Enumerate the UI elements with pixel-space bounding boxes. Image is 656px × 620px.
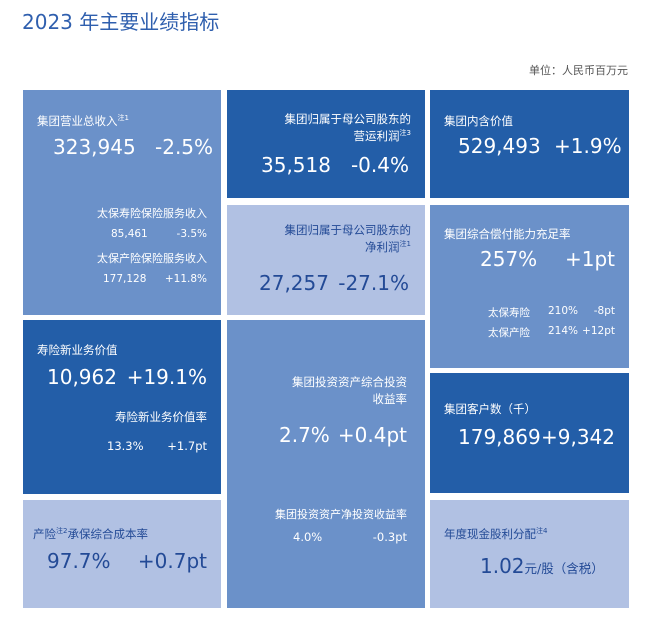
combined-ratio-note: 注2 — [56, 527, 68, 536]
nbv-label: 寿险新业务价值 — [37, 343, 118, 357]
life-insurance-revenue-change: -3.5% — [176, 228, 207, 240]
customers-label: 集团客户数（千） — [444, 402, 536, 416]
nbv-margin-change: +1.7pt — [167, 439, 207, 453]
tile-net-profit: 集团归属于母公司股东的 净利润注1 27,257 -27.1% — [227, 205, 425, 315]
tile-solvency: 集团综合偿付能力充足率 257% +1pt 太保寿险 210% -8pt 太保产… — [430, 205, 629, 368]
net-profit-note: 注1 — [399, 240, 411, 249]
combined-ratio-change: +0.7pt — [137, 549, 207, 573]
pc-insurance-revenue-label: 太保产险保险服务收入 — [97, 252, 207, 265]
tile-revenue: 集团营业总收入注1 323,945 -2.5% 太保寿险保险服务收入 85,46… — [23, 90, 221, 315]
investment-change: +0.4pt — [337, 423, 407, 447]
solvency-life-change: -8pt — [593, 305, 615, 317]
revenue-note: 注1 — [117, 114, 129, 123]
pc-insurance-revenue-change: +11.8% — [164, 273, 207, 285]
tile-combined-ratio: 产险注2承保综合成本率 97.7% +0.7pt — [23, 500, 221, 608]
net-profit-change: -27.1% — [338, 271, 409, 295]
nbv-margin-value: 13.3% — [107, 439, 144, 453]
net-profit-value: 27,257 — [259, 271, 329, 295]
net-investment-value: 4.0% — [293, 530, 323, 544]
tile-embedded-value: 集团内含价值 529,493 +1.9% — [430, 90, 629, 198]
embedded-value-value: 529,493 — [458, 134, 541, 158]
embedded-value-change: +1.9% — [554, 134, 622, 158]
net-investment-label: 集团投资资产净投资收益率 — [275, 508, 407, 521]
solvency-life-value: 210% — [548, 305, 579, 317]
dividend-unit: 元/股（含税） — [524, 561, 604, 576]
nbv-value: 10,962 — [47, 365, 117, 389]
tile-dividend: 年度现金股利分配注4 1.02元/股（含税） — [430, 500, 629, 608]
operating-profit-note: 注3 — [399, 129, 411, 138]
solvency-change: +1pt — [564, 247, 615, 271]
investment-label: 集团投资资产综合投资 收益率 — [292, 375, 407, 406]
investment-value: 2.7% — [279, 423, 330, 447]
life-insurance-revenue-value: 85,461 — [111, 228, 148, 240]
page-title: 2023 年主要业绩指标 — [22, 10, 220, 34]
operating-profit-change: -0.4% — [350, 153, 409, 177]
net-investment-change: -0.3pt — [372, 530, 407, 544]
net-profit-label: 集团归属于母公司股东的 净利润注1 — [284, 223, 412, 254]
operating-profit-label: 集团归属于母公司股东的 营运利润注3 — [284, 112, 412, 143]
tile-customers: 集团客户数（千） 179,869 +9,342 — [430, 373, 629, 493]
pc-insurance-revenue-value: 177,128 — [103, 273, 147, 285]
unit-note: 单位：人民币百万元 — [529, 64, 628, 77]
embedded-value-label: 集团内含价值 — [444, 114, 513, 128]
tile-new-business-value: 寿险新业务价值 10,962 +19.1% 寿险新业务价值率 13.3% +1.… — [23, 320, 221, 494]
life-insurance-revenue-label: 太保寿险保险服务收入 — [97, 207, 207, 220]
customers-value: 179,869 — [458, 425, 541, 449]
nbv-margin-label: 寿险新业务价值率 — [115, 410, 207, 424]
solvency-pc-change: +12pt — [582, 325, 615, 337]
solvency-label: 集团综合偿付能力充足率 — [444, 227, 571, 241]
solvency-life-label: 太保寿险 — [488, 307, 530, 319]
dividend-value: 1.02元/股（含税） — [480, 554, 604, 578]
solvency-pc-value: 214% — [548, 325, 579, 337]
revenue-change: -2.5% — [155, 135, 214, 159]
revenue-value: 323,945 — [53, 135, 136, 159]
tile-operating-profit: 集团归属于母公司股东的 营运利润注3 35,518 -0.4% — [227, 90, 425, 198]
dividend-note: 注4 — [536, 527, 548, 536]
revenue-label: 集团营业总收入注1 — [37, 114, 129, 128]
tile-investment-yield: 集团投资资产综合投资 收益率 2.7% +0.4pt 集团投资资产净投资收益率 … — [227, 320, 425, 608]
dividend-label: 年度现金股利分配注4 — [444, 527, 548, 541]
solvency-value: 257% — [480, 247, 538, 271]
combined-ratio-label: 产险注2承保综合成本率 — [33, 527, 148, 541]
nbv-change: +19.1% — [126, 365, 207, 389]
combined-ratio-value: 97.7% — [47, 549, 111, 573]
customers-change: +9,342 — [540, 425, 615, 449]
operating-profit-value: 35,518 — [261, 153, 331, 177]
solvency-pc-label: 太保产险 — [488, 327, 530, 339]
